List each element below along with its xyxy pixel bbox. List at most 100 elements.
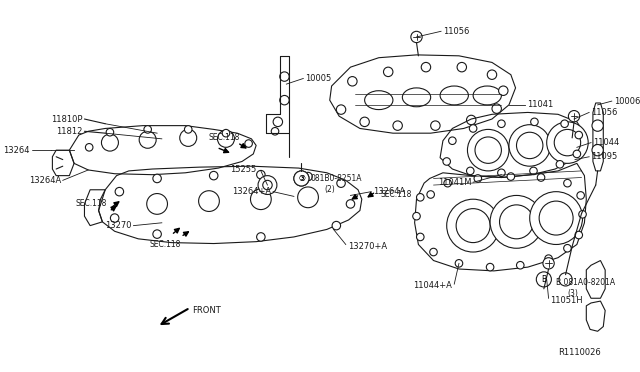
Circle shape [531, 118, 538, 126]
Circle shape [443, 158, 451, 165]
Circle shape [263, 180, 272, 190]
Circle shape [411, 31, 422, 43]
Circle shape [393, 121, 403, 130]
Circle shape [337, 179, 346, 187]
Circle shape [592, 120, 604, 131]
Circle shape [332, 221, 340, 230]
Circle shape [516, 132, 543, 158]
Text: 10005: 10005 [305, 74, 332, 83]
Circle shape [559, 273, 572, 286]
Circle shape [102, 134, 118, 151]
Circle shape [198, 191, 220, 211]
Circle shape [490, 195, 543, 248]
Circle shape [498, 169, 505, 177]
Circle shape [486, 263, 494, 271]
Text: 11056: 11056 [443, 27, 469, 36]
Circle shape [487, 70, 497, 79]
Circle shape [592, 144, 604, 156]
Circle shape [509, 125, 550, 166]
Circle shape [575, 131, 582, 139]
Circle shape [429, 248, 437, 256]
Circle shape [106, 128, 114, 136]
Text: 081B0-8251A: 081B0-8251A [311, 174, 362, 183]
Text: (3): (3) [568, 289, 579, 298]
Circle shape [457, 62, 467, 72]
Text: 11810P: 11810P [51, 115, 83, 124]
Circle shape [564, 244, 572, 252]
Circle shape [111, 214, 119, 222]
Circle shape [273, 117, 283, 126]
Circle shape [257, 170, 265, 179]
Text: SEC.118: SEC.118 [381, 190, 412, 199]
Circle shape [346, 200, 355, 208]
Circle shape [245, 140, 252, 147]
Circle shape [153, 230, 161, 238]
Text: R1110026: R1110026 [557, 347, 600, 356]
Text: 11044+A: 11044+A [413, 282, 452, 291]
Text: 11041M: 11041M [438, 178, 471, 187]
Text: 13264A: 13264A [373, 187, 405, 196]
Circle shape [579, 211, 586, 218]
Circle shape [530, 192, 582, 244]
Circle shape [147, 193, 168, 214]
Circle shape [467, 115, 476, 125]
Circle shape [257, 233, 265, 241]
Text: 11812: 11812 [56, 127, 83, 136]
Circle shape [431, 121, 440, 130]
Circle shape [304, 172, 312, 181]
Circle shape [153, 174, 161, 183]
Circle shape [498, 120, 505, 128]
Circle shape [507, 173, 515, 180]
Text: 13264A: 13264A [29, 176, 61, 185]
Circle shape [294, 171, 309, 186]
Circle shape [568, 110, 580, 122]
Text: 11044: 11044 [593, 138, 619, 147]
Circle shape [536, 272, 552, 287]
Circle shape [449, 137, 456, 144]
Circle shape [474, 175, 481, 182]
Circle shape [271, 128, 279, 135]
Circle shape [417, 233, 424, 241]
Text: ③: ③ [298, 174, 305, 183]
Text: B 081A0-8201A: B 081A0-8201A [556, 278, 615, 287]
Circle shape [577, 192, 584, 199]
Circle shape [250, 189, 271, 209]
Text: 13270: 13270 [105, 221, 132, 230]
Text: 11041: 11041 [527, 100, 553, 109]
Circle shape [139, 131, 156, 148]
Circle shape [492, 104, 501, 113]
Circle shape [348, 77, 357, 86]
Circle shape [218, 130, 234, 147]
Text: SEC.118: SEC.118 [75, 199, 106, 208]
Circle shape [444, 179, 451, 187]
Circle shape [475, 137, 501, 163]
Text: ③: ③ [298, 174, 305, 183]
Circle shape [85, 144, 93, 151]
Text: (2): (2) [324, 185, 335, 194]
Circle shape [209, 171, 218, 180]
Circle shape [298, 187, 319, 208]
Text: 13264+A: 13264+A [232, 187, 271, 196]
Circle shape [280, 96, 289, 105]
Circle shape [500, 205, 534, 239]
Circle shape [467, 129, 509, 171]
Circle shape [184, 126, 192, 133]
Circle shape [556, 161, 564, 168]
Circle shape [115, 187, 124, 196]
Circle shape [222, 129, 230, 137]
Circle shape [545, 255, 552, 262]
Circle shape [469, 125, 477, 132]
Circle shape [564, 179, 572, 187]
Circle shape [499, 86, 508, 96]
Circle shape [383, 67, 393, 77]
Circle shape [427, 191, 435, 198]
Circle shape [530, 167, 537, 175]
Circle shape [543, 258, 554, 269]
Circle shape [413, 212, 420, 220]
Text: 13264: 13264 [3, 146, 29, 155]
Circle shape [180, 129, 196, 146]
Circle shape [554, 129, 580, 156]
Circle shape [561, 120, 568, 128]
Text: FRONT: FRONT [192, 306, 221, 315]
Circle shape [360, 117, 369, 126]
